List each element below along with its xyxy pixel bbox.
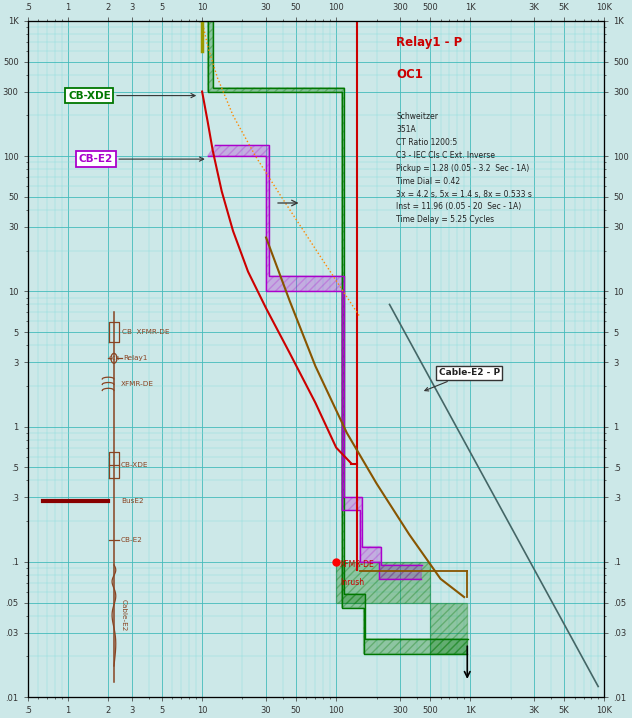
Text: CB  XFMR-DE: CB XFMR-DE xyxy=(122,329,169,335)
Text: OCR: OCR xyxy=(108,356,119,361)
Text: Cable-E2: Cable-E2 xyxy=(121,600,127,632)
Text: CB-XDE: CB-XDE xyxy=(121,462,149,468)
Text: BusE2: BusE2 xyxy=(121,498,143,505)
Polygon shape xyxy=(199,21,468,653)
Text: Relay1 - P: Relay1 - P xyxy=(396,36,463,49)
Text: XFMR-DE: XFMR-DE xyxy=(340,560,375,569)
Text: Schweitzer
351A
CT Ratio 1200:5
C3 - IEC Cls C Ext. Inverse
Pickup = 1.28 (0.05 : Schweitzer 351A CT Ratio 1200:5 C3 - IEC… xyxy=(396,113,532,224)
Polygon shape xyxy=(336,562,430,602)
Text: Inrush: Inrush xyxy=(340,577,364,587)
Text: Cable-E2 - P: Cable-E2 - P xyxy=(425,368,500,391)
Polygon shape xyxy=(430,602,467,653)
Text: Relay1: Relay1 xyxy=(123,355,148,361)
Text: CB-E2: CB-E2 xyxy=(78,154,204,164)
Polygon shape xyxy=(208,145,422,579)
Text: CB-XDE: CB-XDE xyxy=(68,90,195,101)
Text: CB-E2: CB-E2 xyxy=(121,537,143,543)
Text: OC1: OC1 xyxy=(396,67,423,80)
Text: XFMR-DE: XFMR-DE xyxy=(121,381,154,388)
